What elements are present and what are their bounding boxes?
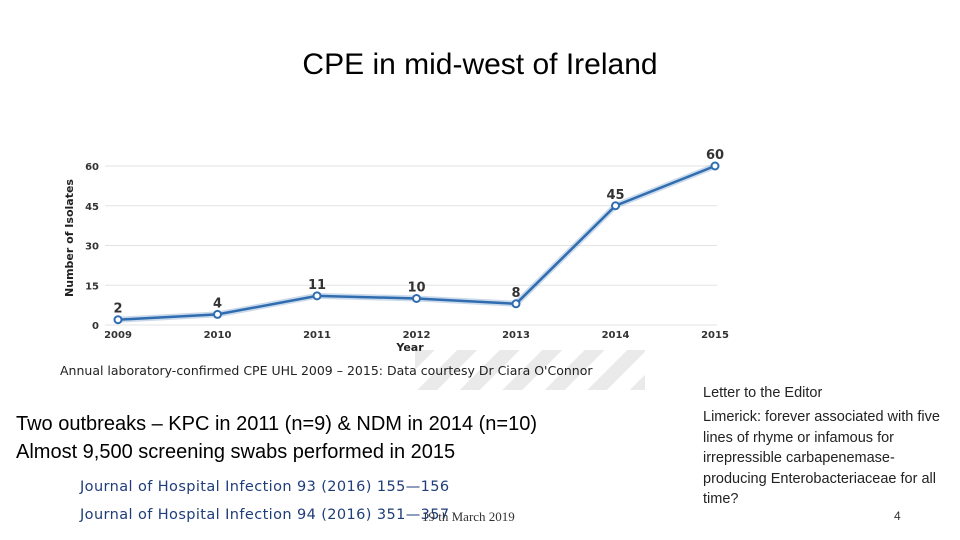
footer-date: 19 th March 2019 [422,509,515,524]
y-tick-label: 45 [85,202,99,213]
x-tick-labels: 2009 2010 2011 2012 2013 2014 2015 [104,330,729,341]
data-label-2014: 45 [606,188,624,203]
data-label-2012: 10 [407,281,425,296]
chart-series: 2 4 11 10 8 45 60 [113,148,724,325]
chart-caption: Annual laboratory-confirmed CPE UHL 2009… [60,363,593,378]
data-label-2015: 60 [706,148,724,163]
data-label-2013: 8 [511,286,520,301]
y-tick-label: 0 [92,321,99,332]
x-tick-label: 2014 [602,330,630,341]
x-tick-label: 2009 [104,330,132,341]
x-tick-label: 2011 [303,330,331,341]
x-tick-label: 2012 [403,330,431,341]
body-line-1: Two outbreaks – KPC in 2011 (n=9) & NDM … [16,413,538,435]
reference-1: Journal of Hospital Infection 93 (2016) … [80,479,450,495]
y-tick-labels: 0 15 30 45 60 [85,162,99,332]
data-label-2009: 2 [113,302,122,317]
data-point-2010 [213,309,222,319]
data-label-2010: 4 [213,296,222,311]
data-point-2014 [611,201,620,211]
y-tick-label: 60 [85,162,99,173]
x-axis-label: Year [395,341,424,354]
body-line-2: Almost 9,500 screening swabs performed i… [16,441,456,463]
data-point-2013 [511,299,521,309]
data-label-2011: 11 [308,278,326,293]
chart: 0 15 30 45 60 2009 2010 2011 2012 2013 2014 2015 N… [63,148,729,354]
x-tick-label: 2013 [502,330,530,341]
reference-2: Journal of Hospital Infection 94 (2016) … [80,507,450,523]
letter-heading: Letter to the Editor [703,385,823,401]
slide-number: 4 [894,509,901,523]
y-tick-label: 30 [85,242,99,253]
slide-title: CPE in mid-west of Ireland [302,48,658,81]
data-point-2012 [412,294,421,303]
data-point-2009 [113,315,123,325]
y-tick-label: 15 [85,281,99,292]
x-tick-label: 2010 [204,330,232,341]
data-point-2011 [312,291,322,301]
body-text: Two outbreaks – KPC in 2011 (n=9) & NDM … [16,410,537,466]
letter-title: Limerick: forever associated with five l… [703,409,940,507]
letter-to-editor: Letter to the Editor Limerick: forever a… [703,385,943,510]
x-tick-label: 2015 [701,330,729,341]
data-point-2015 [710,161,720,171]
watermark-graphic [415,350,645,390]
y-axis-label: Number of Isolates [63,179,76,297]
